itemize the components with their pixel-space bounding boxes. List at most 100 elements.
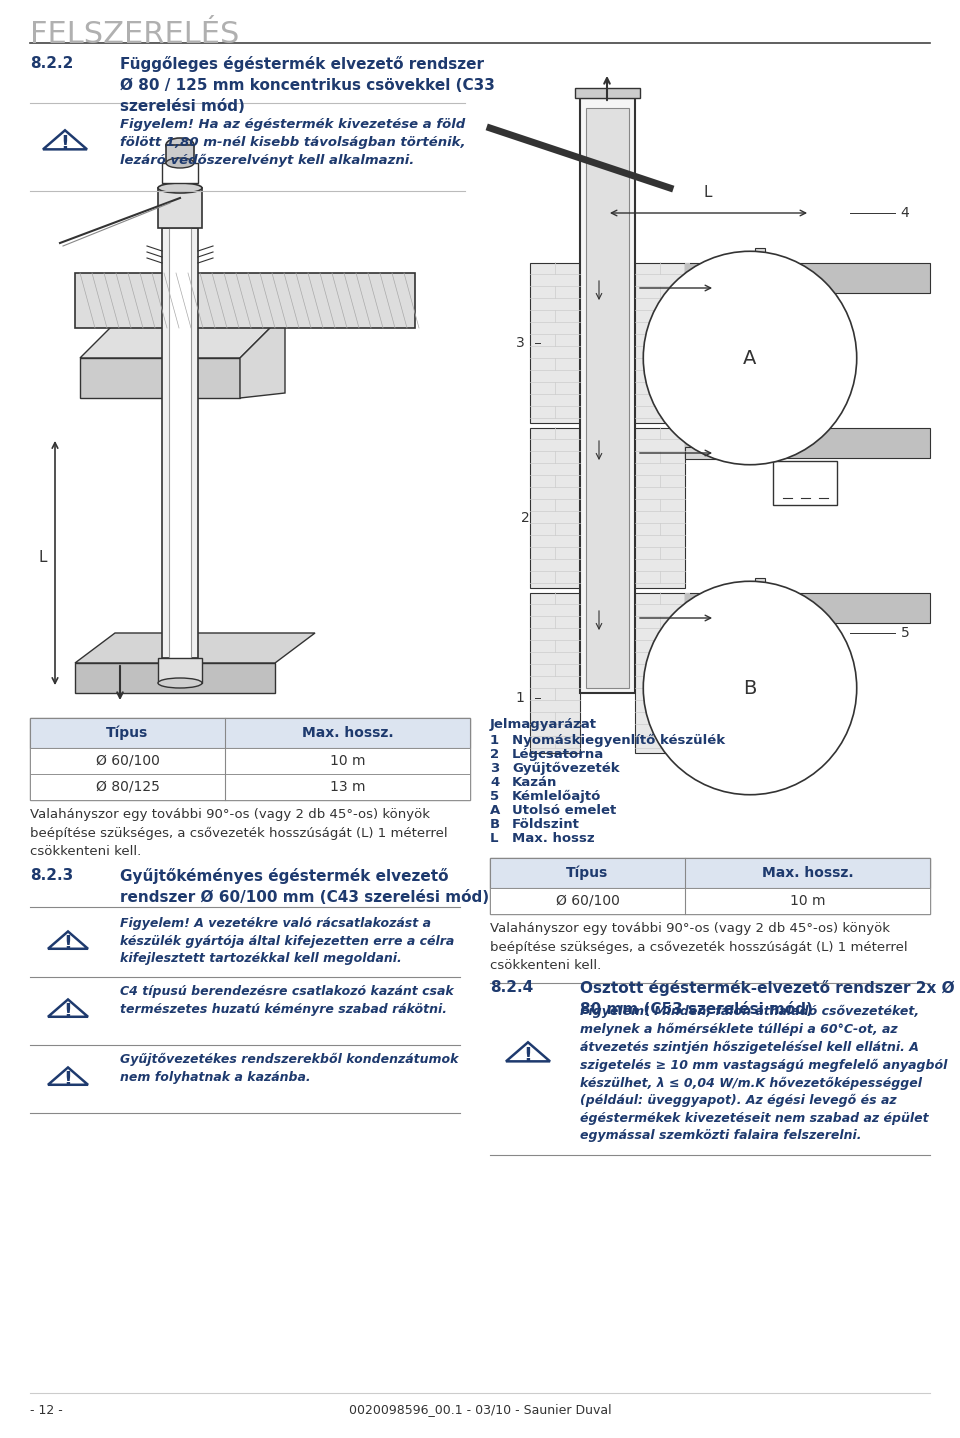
Text: 8.2.3: 8.2.3	[30, 869, 73, 883]
FancyBboxPatch shape	[166, 145, 194, 162]
FancyBboxPatch shape	[635, 429, 685, 588]
FancyBboxPatch shape	[30, 774, 470, 800]
Text: Ø 60/100: Ø 60/100	[556, 894, 619, 907]
FancyBboxPatch shape	[490, 47, 930, 707]
Text: 13 m: 13 m	[329, 779, 365, 794]
Text: 2: 2	[490, 748, 499, 761]
FancyBboxPatch shape	[685, 263, 930, 293]
FancyBboxPatch shape	[158, 659, 202, 683]
Text: Jelmagyarázat: Jelmagyarázat	[490, 718, 597, 731]
Text: L: L	[38, 551, 47, 565]
FancyBboxPatch shape	[30, 718, 470, 748]
FancyBboxPatch shape	[755, 413, 765, 453]
FancyBboxPatch shape	[586, 108, 629, 687]
FancyBboxPatch shape	[490, 889, 930, 915]
Text: Max. hossz.: Max. hossz.	[301, 726, 394, 741]
Text: 8.2.2: 8.2.2	[30, 56, 73, 70]
Text: L: L	[704, 186, 712, 200]
FancyBboxPatch shape	[685, 263, 690, 293]
Text: !: !	[63, 933, 72, 953]
Ellipse shape	[166, 138, 194, 152]
FancyBboxPatch shape	[580, 98, 635, 693]
FancyBboxPatch shape	[162, 229, 198, 659]
Text: Max. hossz.: Max. hossz.	[761, 866, 853, 880]
Text: Valahányszor egy további 90°-os (vagy 2 db 45°-os) könyök
beépítése szükséges, a: Valahányszor egy további 90°-os (vagy 2 …	[30, 808, 447, 858]
Text: Valahányszor egy további 90°-os (vagy 2 db 45°-os) könyök
beépítése szükséges, a: Valahányszor egy további 90°-os (vagy 2 …	[490, 922, 907, 972]
Text: 3: 3	[490, 762, 499, 775]
Text: 4: 4	[490, 777, 499, 789]
Text: Földszint: Földszint	[512, 818, 580, 831]
Text: Ø 60/100: Ø 60/100	[96, 754, 159, 768]
Text: !: !	[523, 1045, 533, 1064]
Text: 10 m: 10 m	[329, 754, 365, 768]
Text: !: !	[60, 134, 69, 152]
FancyBboxPatch shape	[685, 429, 930, 457]
Polygon shape	[240, 313, 285, 398]
FancyBboxPatch shape	[575, 88, 640, 98]
FancyBboxPatch shape	[169, 229, 191, 659]
Text: Gyűjtővezeték: Gyűjtővezeték	[512, 762, 619, 775]
Text: 2: 2	[520, 510, 529, 525]
FancyBboxPatch shape	[635, 263, 685, 423]
Text: Gyűjtővezetékes rendszerekből kondenzátumok
nem folyhatnak a kazánba.: Gyűjtővezetékes rendszerekből kondenzátu…	[120, 1053, 459, 1084]
FancyBboxPatch shape	[773, 462, 837, 505]
Text: Max. hossz: Max. hossz	[512, 833, 594, 846]
Text: Figyelem! Minden, falon áthaladó csővezetéket,
melynek a hőmérséklete túllépi a : Figyelem! Minden, falon áthaladó csőveze…	[580, 1005, 948, 1142]
FancyBboxPatch shape	[635, 592, 685, 754]
FancyBboxPatch shape	[30, 748, 470, 774]
FancyBboxPatch shape	[755, 578, 765, 618]
Text: 10 m: 10 m	[790, 894, 826, 907]
Text: Gyűjtőkéményes égéstermék elvezető
rendszer Ø 60/100 mm (C43 szerelési mód): Gyűjtőkéményes égéstermék elvezető rends…	[120, 869, 490, 905]
Text: Utolsó emelet: Utolsó emelet	[512, 804, 616, 817]
Text: 0020098596_00.1 - 03/10 - Saunier Duval: 0020098596_00.1 - 03/10 - Saunier Duval	[348, 1403, 612, 1416]
Polygon shape	[80, 358, 240, 398]
Text: Osztott égéstermék-elvezető rendszer 2x Ø
80 mm (C53 szerelési mód): Osztott égéstermék-elvezető rendszer 2x …	[580, 981, 954, 1017]
Text: C4 típusú berendezésre csatlakozó kazánt csak
természetes huzatú kéményre szabad: C4 típusú berendezésre csatlakozó kazánt…	[120, 985, 454, 1015]
Polygon shape	[75, 663, 275, 693]
FancyBboxPatch shape	[685, 282, 755, 293]
FancyBboxPatch shape	[685, 592, 690, 623]
Text: A: A	[490, 804, 500, 817]
FancyBboxPatch shape	[162, 162, 198, 183]
Text: 5: 5	[490, 789, 499, 802]
FancyBboxPatch shape	[490, 858, 930, 889]
Text: Nyomáskiegyenlítő készülék: Nyomáskiegyenlítő készülék	[512, 733, 725, 748]
Polygon shape	[80, 313, 285, 358]
Text: 1: 1	[516, 692, 524, 705]
Text: L: L	[490, 833, 498, 846]
Text: - 12 -: - 12 -	[30, 1403, 62, 1416]
Text: Típus: Típus	[566, 866, 609, 880]
Text: 1: 1	[490, 733, 499, 746]
FancyBboxPatch shape	[685, 429, 690, 457]
Text: 4: 4	[900, 206, 909, 220]
FancyBboxPatch shape	[685, 447, 755, 459]
FancyBboxPatch shape	[755, 247, 765, 288]
FancyBboxPatch shape	[530, 263, 580, 423]
FancyBboxPatch shape	[773, 296, 837, 339]
Text: Figyelem! Ha az égéstermék kivezetése a föld
fölött 1,80 m-nél kisebb távolságba: Figyelem! Ha az égéstermék kivezetése a …	[120, 118, 466, 167]
Text: Függőleges égéstermék elvezető rendszer
Ø 80 / 125 mm koncentrikus csövekkel (C3: Függőleges égéstermék elvezető rendszer …	[120, 56, 494, 114]
Text: Kémlelőajtó: Kémlelőajtó	[512, 789, 601, 804]
FancyBboxPatch shape	[75, 273, 415, 328]
FancyBboxPatch shape	[158, 188, 202, 229]
Ellipse shape	[166, 158, 194, 168]
Text: Ø 80/125: Ø 80/125	[96, 779, 159, 794]
Text: 8.2.4: 8.2.4	[490, 981, 533, 995]
FancyBboxPatch shape	[530, 429, 580, 588]
FancyBboxPatch shape	[685, 592, 930, 623]
Text: Kazán: Kazán	[512, 777, 558, 789]
Text: 3: 3	[516, 336, 524, 349]
Text: FELSZERELÉS: FELSZERELÉS	[30, 20, 239, 49]
Text: Figyelem! A vezetékre való rácsatlakozást a
készülék gyártója által kifejezetten: Figyelem! A vezetékre való rácsatlakozás…	[120, 917, 454, 965]
FancyBboxPatch shape	[773, 626, 837, 670]
Text: B: B	[743, 679, 756, 697]
Text: B: B	[490, 818, 500, 831]
Text: !: !	[63, 1070, 72, 1089]
Text: Típus: Típus	[107, 726, 149, 741]
Polygon shape	[75, 633, 315, 663]
Text: Légcsatorna: Légcsatorna	[512, 748, 604, 761]
FancyBboxPatch shape	[685, 613, 755, 624]
Ellipse shape	[158, 677, 202, 687]
FancyBboxPatch shape	[530, 592, 580, 754]
Ellipse shape	[158, 183, 202, 193]
